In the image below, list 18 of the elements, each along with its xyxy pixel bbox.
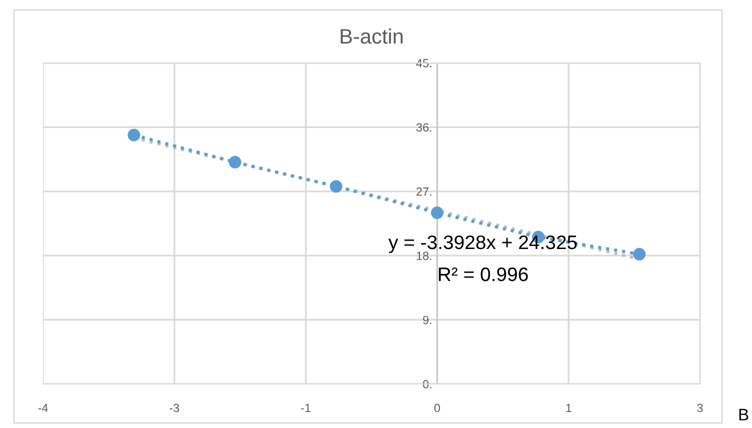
x-tick-label: -4 xyxy=(38,404,48,412)
point xyxy=(430,206,444,220)
chart-title: B-actin xyxy=(340,28,403,44)
x-tick-label: -3 xyxy=(170,404,180,412)
point xyxy=(228,156,242,168)
y-tick-label: 9. xyxy=(423,316,432,324)
x-tick-label: -1 xyxy=(301,404,310,412)
x-tick-label: 3 xyxy=(697,404,703,412)
point xyxy=(128,128,140,142)
y-tick-label: 27. xyxy=(416,187,432,196)
point xyxy=(633,248,646,260)
x-tick-label: 0 xyxy=(434,404,440,412)
point xyxy=(330,180,342,193)
x-tick-label: 1 xyxy=(566,404,572,412)
text: B xyxy=(739,408,748,420)
y-tick-label: 18. xyxy=(416,252,432,260)
annotation: R² = 0.996 xyxy=(438,267,528,282)
y-tick-label: 36. xyxy=(416,123,432,132)
